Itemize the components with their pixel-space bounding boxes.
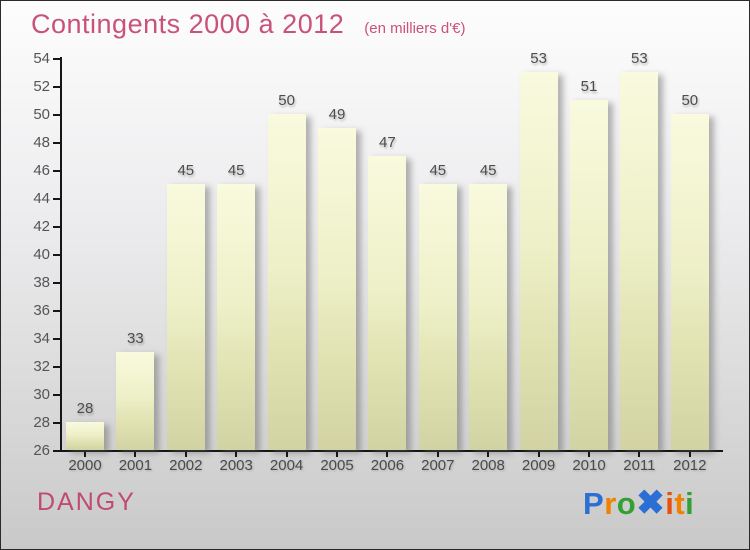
bar-value-label: 53 (631, 50, 648, 67)
chart-subtitle: (en milliers d'€) (364, 20, 466, 37)
logo-letter: o (616, 486, 637, 521)
logo-letter: t (674, 486, 686, 521)
y-tick-mark (53, 142, 60, 144)
bar-value-label: 51 (580, 78, 598, 95)
chart-header: Contingents 2000 à 2012 (en milliers d'€… (31, 9, 465, 40)
x-tick-label: 2009 (521, 457, 556, 474)
x-tick-label: 2002 (169, 457, 203, 474)
bar (217, 184, 256, 450)
logo-letter: ✖ (636, 484, 666, 522)
x-tick-mark (537, 452, 540, 457)
x-tick-label: 2003 (219, 457, 253, 474)
x-tick-mark (285, 452, 288, 457)
bar-value-label: 45 (177, 162, 195, 179)
logo-letter: P (583, 486, 605, 521)
bar (66, 422, 104, 450)
bar (469, 184, 508, 450)
y-tick-mark (53, 58, 60, 60)
y-tick-mark (53, 254, 60, 256)
x-tick-mark (235, 452, 238, 457)
proxiti-logo[interactable]: Pro✖iti (583, 483, 694, 523)
bar (116, 352, 155, 450)
y-tick-mark (53, 226, 60, 228)
bar-value-label: 45 (479, 162, 497, 179)
bar (267, 114, 306, 450)
x-tick-mark (336, 452, 338, 457)
bar (166, 184, 205, 450)
y-tick-mark (53, 338, 60, 340)
bar-value-label: 50 (278, 92, 295, 109)
y-tick-mark (53, 366, 60, 368)
bar (418, 184, 457, 450)
y-tick-label: 28 (33, 414, 50, 431)
x-tick-mark (184, 452, 187, 457)
y-tick-label: 44 (33, 190, 50, 207)
bar (368, 156, 407, 450)
bar-value-label: 50 (681, 92, 699, 109)
y-tick-mark (53, 450, 60, 452)
bar (318, 128, 356, 450)
org-name: DANGY (37, 488, 136, 516)
bar-value-label: 47 (379, 134, 396, 151)
x-tick-mark (588, 452, 590, 457)
y-tick-label: 50 (33, 106, 50, 123)
y-tick-label: 36 (33, 302, 50, 319)
y-tick-label: 46 (33, 162, 50, 179)
logo-letter: r (604, 486, 617, 521)
y-tick-label: 34 (33, 330, 50, 347)
y-tick-label: 42 (33, 218, 50, 235)
y-tick-label: 40 (33, 246, 50, 263)
y-tick-label: 32 (33, 358, 50, 375)
bar (570, 100, 608, 450)
x-tick-mark (638, 452, 641, 457)
x-tick-mark (134, 452, 137, 457)
y-axis-line (60, 57, 62, 452)
y-tick-mark (53, 422, 60, 424)
bar (670, 114, 709, 450)
y-tick-mark (53, 86, 60, 88)
bar (620, 72, 659, 450)
y-tick-label: 54 (33, 50, 50, 67)
x-tick-label: 2001 (118, 457, 153, 474)
chart-title: Contingents 2000 à 2012 (31, 9, 345, 39)
y-tick-mark (53, 170, 60, 172)
logo-letter: i (665, 486, 675, 521)
x-tick-label: 2011 (623, 457, 656, 474)
y-tick-mark (53, 310, 60, 312)
bar-value-label: 49 (328, 106, 346, 123)
bar-value-label: 53 (530, 50, 547, 67)
x-tick-label: 2007 (421, 457, 455, 474)
bar (519, 72, 558, 450)
y-tick-mark (53, 198, 60, 200)
x-tick-label: 2008 (471, 457, 505, 474)
x-tick-label: 2012 (673, 457, 707, 474)
y-tick-label: 38 (33, 274, 50, 291)
x-tick-mark (487, 452, 490, 457)
x-tick-mark (688, 452, 691, 457)
x-tick-mark (84, 452, 86, 457)
bar-value-label: 45 (227, 162, 245, 179)
x-tick-label: 2010 (572, 457, 606, 474)
x-tick-label: 2000 (68, 457, 102, 474)
x-axis-line (60, 450, 723, 452)
y-tick-label: 26 (33, 442, 50, 459)
y-tick-label: 52 (33, 78, 50, 95)
x-tick-label: 2006 (370, 457, 405, 474)
bar-value-label: 33 (127, 330, 144, 347)
bar-value-label: 45 (429, 162, 447, 179)
x-tick-label: 2005 (320, 457, 354, 474)
y-tick-label: 30 (33, 386, 50, 403)
x-tick-label: 2004 (269, 457, 304, 474)
y-tick-mark (53, 114, 60, 116)
logo-letter: i (685, 486, 695, 521)
bar-value-label: 28 (76, 400, 94, 417)
y-tick-mark (53, 394, 60, 396)
x-tick-mark (436, 452, 439, 457)
y-tick-label: 48 (33, 134, 50, 151)
y-tick-mark (53, 282, 60, 284)
x-tick-mark (386, 452, 389, 457)
